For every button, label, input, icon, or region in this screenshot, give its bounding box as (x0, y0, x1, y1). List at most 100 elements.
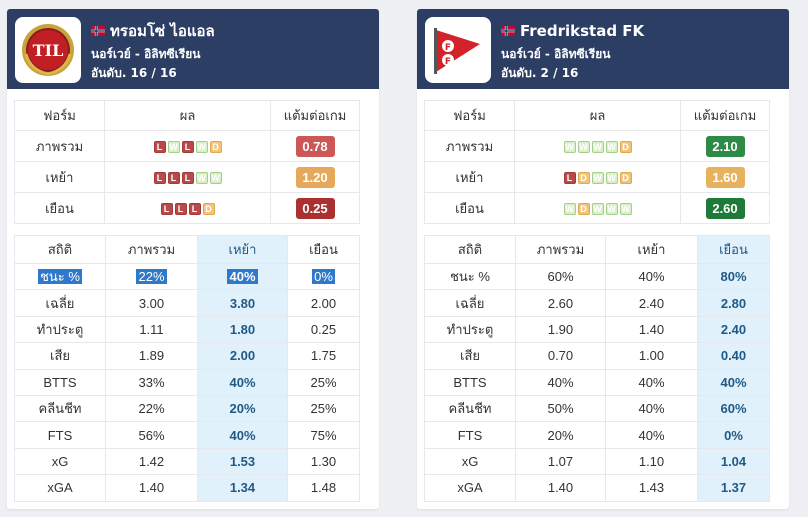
stat-away: 0% (287, 262, 360, 291)
result-badge[interactable]: W (591, 203, 604, 216)
stat-label: xG (14, 447, 106, 476)
result-badge[interactable]: W (605, 172, 618, 185)
stat-home: 1.00 (605, 342, 698, 370)
stat-away: 2.00 (287, 289, 360, 317)
form-header: ฟอร์ม (14, 100, 105, 131)
stats-header-home[interactable]: เหย้า (197, 235, 288, 264)
team-logo[interactable]: TIL (15, 17, 81, 83)
result-badge[interactable]: L (174, 203, 187, 216)
stat-home: 20% (197, 394, 288, 423)
result-badge[interactable]: L (153, 141, 166, 154)
stat-label: เสีย (424, 342, 516, 370)
table-row: เสีย 1.89 2.00 1.75 (14, 342, 360, 370)
form-row-label: ภาพรวม (424, 130, 515, 162)
result-badge[interactable]: D (577, 203, 590, 216)
result-badge[interactable]: W (563, 141, 576, 154)
stat-home: 2.00 (197, 342, 288, 370)
result-badge[interactable]: D (209, 141, 222, 154)
stat-overall: 22% (105, 394, 198, 423)
stat-label: คลีนชีท (14, 394, 106, 423)
stat-overall: 50% (515, 394, 606, 423)
ppg-badge: 2.60 (705, 197, 745, 219)
stats-header-away[interactable]: เยือน (287, 235, 360, 264)
stat-overall: 33% (105, 368, 198, 396)
stat-overall: 1.07 (515, 447, 606, 476)
team-rank: อันดับ. 16 / 16 (91, 66, 177, 80)
ppg-header: แต้มต่อเกม (270, 100, 360, 131)
form-badges: L W L W D (104, 130, 271, 162)
stat-home: 40% (605, 394, 698, 423)
svg-text:F: F (445, 57, 451, 67)
result-badge[interactable]: L (181, 141, 194, 154)
ppg-badge: 2.10 (705, 135, 745, 157)
team-name[interactable]: ทรอมโซ่ ไอแอล (110, 22, 215, 40)
form-row-label: เหย้า (424, 161, 515, 193)
table-row: คลีนชีท 50% 40% 60% (424, 394, 770, 423)
stat-overall: 1.42 (105, 447, 198, 476)
team-league[interactable]: นอร์เวย์ - อิลิทซีเรียน (501, 47, 611, 61)
result-badge[interactable]: D (577, 172, 590, 185)
result-badge[interactable]: D (202, 203, 215, 216)
stats-header-home[interactable]: เหย้า (605, 235, 698, 264)
stats-header-away[interactable]: เยือน (697, 235, 770, 264)
form-row: เหย้า L D W W D 1.60 (424, 161, 770, 193)
result-badge[interactable]: W (167, 141, 180, 154)
result-badge[interactable]: L (153, 172, 166, 185)
fredrikstad-crest-icon: F F (434, 28, 480, 74)
stat-label: ชนะ % (424, 262, 516, 291)
stat-home: 1.43 (605, 474, 698, 502)
ppg-cell: 0.78 (270, 130, 360, 162)
form-table: ฟอร์ม ผล แต้มต่อเกม ภาพรวม W W W W D 2.1… (424, 100, 770, 224)
result-badge[interactable]: W (619, 203, 632, 216)
stats-header-label: สถิติ (424, 235, 516, 264)
result-badge[interactable]: W (563, 203, 576, 216)
table-row: xG 1.07 1.10 1.04 (424, 447, 770, 476)
ppg-cell: 2.60 (680, 192, 770, 224)
ppg-badge: 0.78 (295, 135, 335, 157)
result-badge[interactable]: D (619, 141, 632, 154)
result-badge[interactable]: L (160, 203, 173, 216)
stat-label: xGA (424, 474, 516, 502)
norway-flag-icon (91, 26, 105, 36)
result-badge[interactable]: D (619, 172, 632, 185)
team-header: F F Fredrikstad FK นอร์เวย์ - อิลิทซีเรี… (417, 9, 789, 89)
result-badge[interactable]: L (563, 172, 576, 185)
table-row: BTTS 33% 40% 25% (14, 368, 360, 396)
stat-label: FTS (14, 421, 106, 449)
stat-away: 1.48 (287, 474, 360, 502)
result-badge[interactable]: W (577, 141, 590, 154)
result-badge[interactable]: L (181, 172, 194, 185)
result-badge[interactable]: W (195, 141, 208, 154)
stat-overall: 1.40 (105, 474, 198, 502)
result-badge[interactable]: W (605, 141, 618, 154)
stat-home: 1.40 (605, 315, 698, 344)
result-badge[interactable]: W (209, 172, 222, 185)
stat-overall: 3.00 (105, 289, 198, 317)
svg-text:F: F (445, 43, 451, 53)
stat-home: 40% (197, 262, 288, 291)
team-logo[interactable]: F F (425, 17, 491, 83)
stat-overall: 1.89 (105, 342, 198, 370)
stats-header-overall[interactable]: ภาพรวม (515, 235, 606, 264)
stat-overall: 40% (515, 368, 606, 396)
team-league[interactable]: นอร์เวย์ - อิลิทซีเรียน (91, 47, 201, 61)
team-name[interactable]: Fredrikstad FK (520, 22, 645, 40)
result-badge[interactable]: L (188, 203, 201, 216)
form-row: ภาพรวม W W W W D 2.10 (424, 130, 770, 162)
table-row: FTS 20% 40% 0% (424, 421, 770, 449)
stat-away: 2.40 (697, 315, 770, 344)
form-row-label: ภาพรวม (14, 130, 105, 162)
result-badge[interactable]: W (605, 203, 618, 216)
stats-header-overall[interactable]: ภาพรวม (105, 235, 198, 264)
result-badge[interactable]: W (591, 141, 604, 154)
stats-table: สถิติ ภาพรวม เหย้า เยือน ชนะ % 22% 40% 0… (14, 235, 360, 502)
table-row: FTS 56% 40% 75% (14, 421, 360, 449)
table-row: เสีย 0.70 1.00 0.40 (424, 342, 770, 370)
stat-away: 2.80 (697, 289, 770, 317)
table-row: BTTS 40% 40% 40% (424, 368, 770, 396)
result-badge[interactable]: W (591, 172, 604, 185)
stat-overall: 60% (515, 262, 606, 291)
result-badge[interactable]: L (167, 172, 180, 185)
result-badge[interactable]: W (195, 172, 208, 185)
stat-overall: 1.40 (515, 474, 606, 502)
